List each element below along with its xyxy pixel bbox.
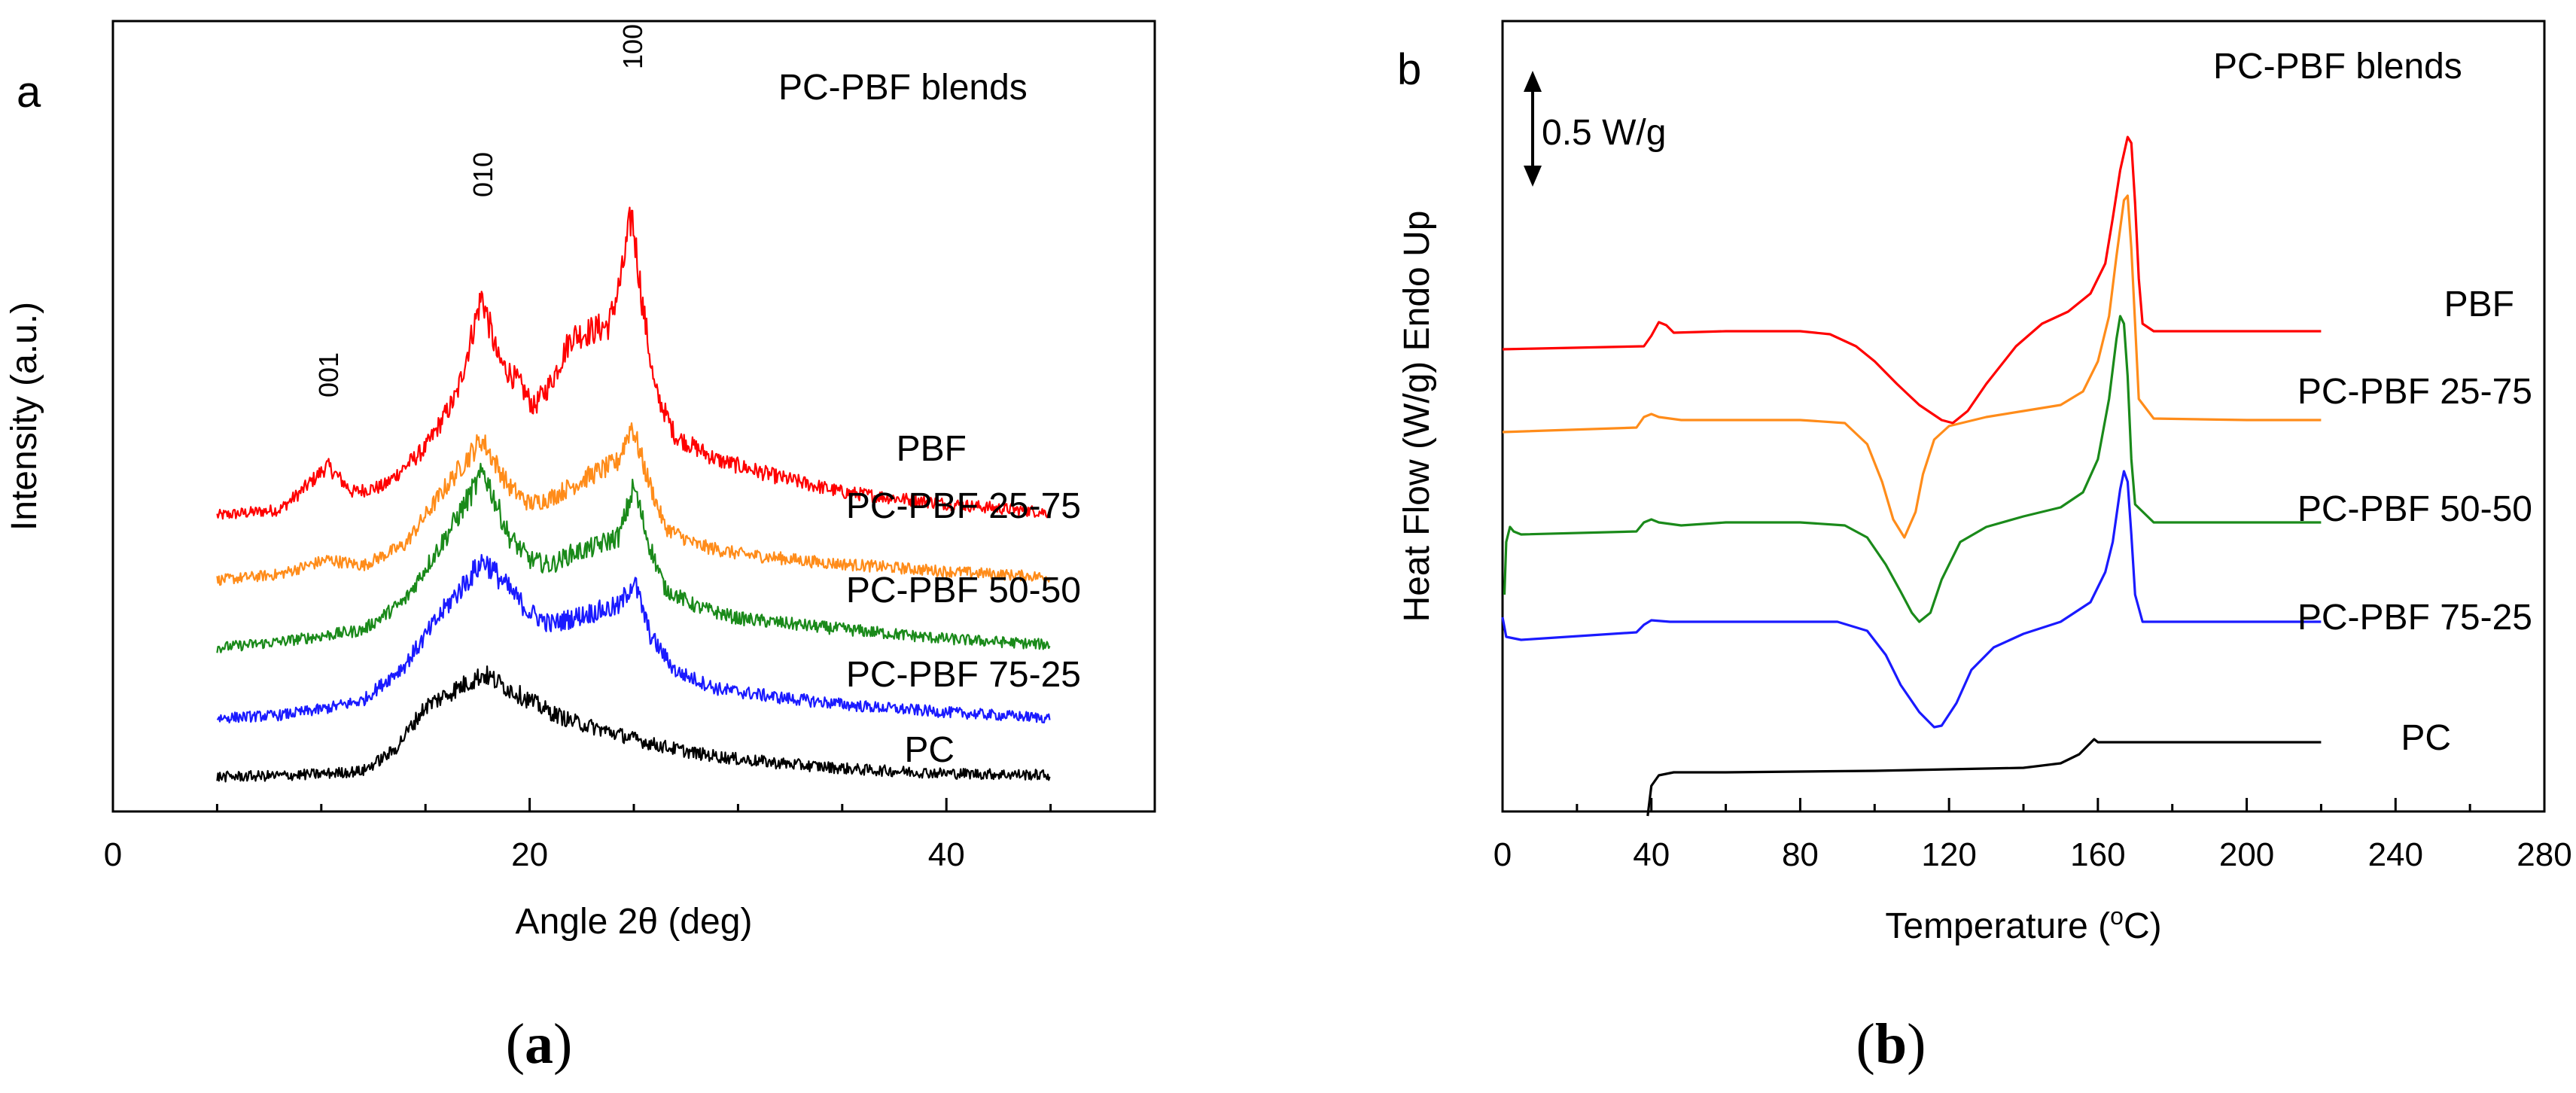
series-label-b: PC xyxy=(2401,718,2451,758)
x-axis-label-b: Temperature (oC) xyxy=(1885,903,2161,946)
xrd-series-group xyxy=(216,206,1051,783)
x-axis-a: 0 20 40 xyxy=(104,798,1156,873)
caption-a-close: ) xyxy=(553,1012,572,1076)
x-tick-label-a: 0 xyxy=(104,836,122,873)
dsc-series-line xyxy=(1502,135,2322,425)
series-labels-a: PBF PC-PBF 25-75 PC-PBF 50-50 PC-PBF 75-25 P… xyxy=(846,429,1081,770)
series-label-a: PBF xyxy=(897,429,967,469)
xrd-series-line xyxy=(216,422,1051,586)
x-axis-label-b-text: Temperature ( xyxy=(1885,906,2110,946)
dsc-series-line xyxy=(1501,470,2322,729)
caption-b: (b) xyxy=(1856,1012,1926,1076)
caption-b-open: ( xyxy=(1856,1012,1875,1076)
xrd-panel: a PC-PBF blends 0 20 40 Angle 2θ (deg) Int… xyxy=(5,20,1156,942)
x-tick-label-b: 240 xyxy=(2368,836,2423,873)
x-tick-label-b: 80 xyxy=(1782,836,1819,873)
series-label-a: PC-PBF 75-25 xyxy=(846,655,1081,695)
x-tick-label-a: 40 xyxy=(928,836,965,873)
panel-letter-b: b xyxy=(1397,45,1421,94)
series-label-b: PC-PBF 25-75 xyxy=(2297,372,2532,412)
panel-letter-a: a xyxy=(17,68,41,117)
xrd-series-line xyxy=(216,553,1051,724)
x-tick-label-b: 200 xyxy=(2219,836,2274,873)
caption-a-open: ( xyxy=(506,1012,525,1076)
peak-label: 010 xyxy=(467,152,498,197)
series-label-a: PC-PBF 25-75 xyxy=(846,486,1081,526)
xrd-series-line xyxy=(216,665,1051,783)
y-axis-label-b: Heat Flow (W/g) Endo Up xyxy=(1397,211,1437,623)
dsc-series-line xyxy=(1646,738,2322,817)
dsc-series-line xyxy=(1502,194,2322,539)
xrd-series-line xyxy=(216,462,1051,653)
series-label-b: PBF xyxy=(2444,285,2514,324)
peak-label: 001 xyxy=(313,352,344,397)
x-tick-label-b: 120 xyxy=(1921,836,1976,873)
x-tick-label-b: 40 xyxy=(1633,836,1670,873)
caption-a-letter: a xyxy=(525,1012,553,1076)
x-axis-label-b-unit: C) xyxy=(2124,906,2162,946)
xrd-series-line xyxy=(216,206,1051,520)
x-axis-b: 0 40 80 120 160 200 240 280 xyxy=(1494,798,2572,873)
caption-a: (a) xyxy=(506,1012,573,1076)
y-axis-label-a: Intensity (a.u.) xyxy=(5,302,44,531)
scale-bar-label: 0.5 W/g xyxy=(1542,113,1666,153)
dsc-panel: b PC-PBF blends 0.5 W/g 0 40 80 120 160 200 24… xyxy=(1397,20,2572,946)
series-labels-b: PBF PC-PBF 25-75 PC-PBF 50-50 PC-PBF 75-25 P… xyxy=(2297,285,2532,758)
x-tick-label-b: 280 xyxy=(2517,836,2571,873)
dsc-series-line xyxy=(1503,315,2322,623)
caption-b-close: ) xyxy=(1907,1012,1926,1076)
degree-superscript: o xyxy=(2110,903,2124,930)
series-label-b: PC-PBF 50-50 xyxy=(2297,489,2532,529)
x-tick-label-a: 20 xyxy=(511,836,548,873)
scale-bar: 0.5 W/g xyxy=(1524,71,1666,187)
chart-title-a: PC-PBF blends xyxy=(778,68,1028,108)
series-label-a: PC xyxy=(904,730,955,770)
x-tick-label-b: 0 xyxy=(1494,836,1512,873)
dsc-series-group xyxy=(1501,135,2322,817)
peak-labels: 001 010 100 xyxy=(313,24,648,397)
scale-bar-arrowhead-down xyxy=(1524,166,1542,187)
series-label-b: PC-PBF 75-25 xyxy=(2297,598,2532,638)
peak-label: 100 xyxy=(617,24,648,69)
caption-b-letter: b xyxy=(1875,1012,1907,1076)
x-axis-label-a: Angle 2θ (deg) xyxy=(516,902,753,942)
x-tick-label-b: 160 xyxy=(2070,836,2125,873)
chart-title-b: PC-PBF blends xyxy=(2213,47,2462,87)
scale-bar-arrowhead-up xyxy=(1524,71,1542,92)
series-label-a: PC-PBF 50-50 xyxy=(846,571,1081,610)
